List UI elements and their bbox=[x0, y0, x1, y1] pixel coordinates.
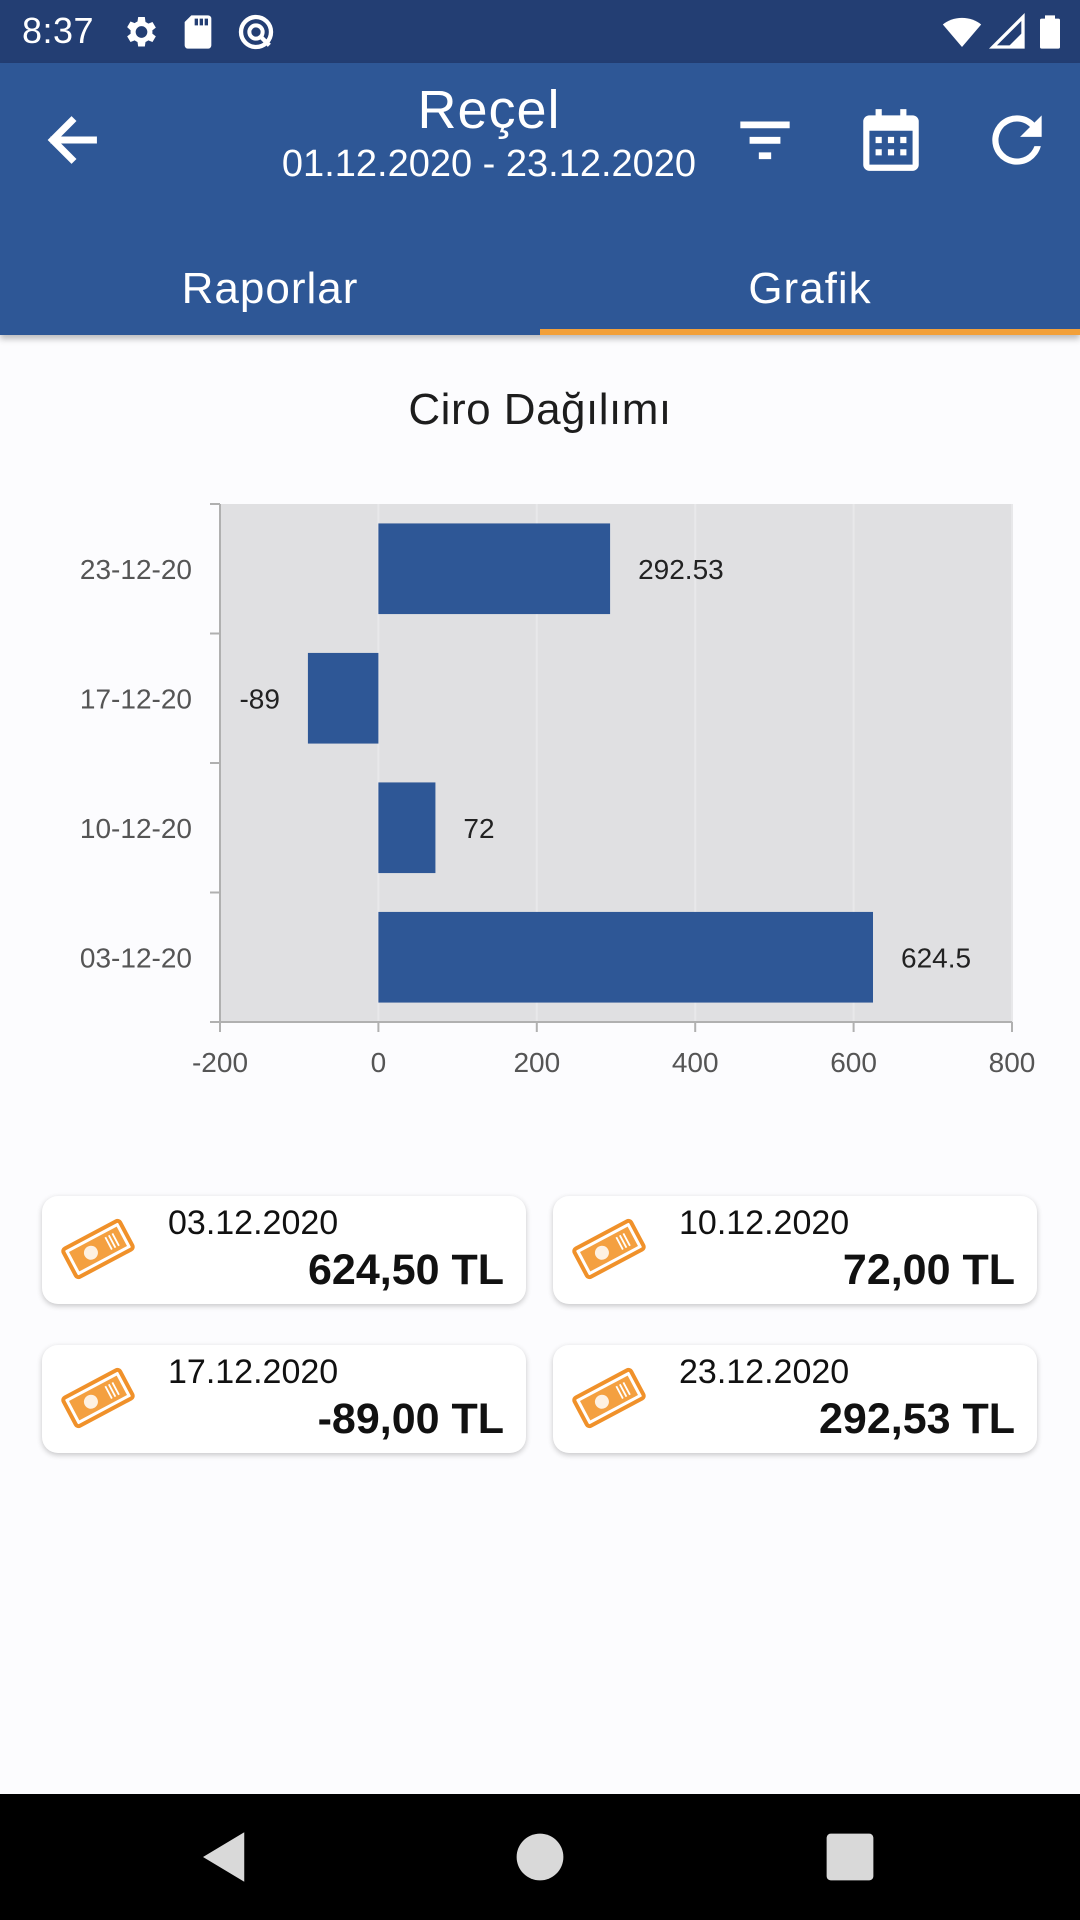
ciro-bar-chart: -200 0 200 400 600 800 03-12-20 624.5 10-12-20 72… bbox=[80, 503, 1036, 1078]
card-date: 03.12.2020 bbox=[168, 1204, 339, 1242]
y-category-label: 10-12-20 bbox=[80, 813, 192, 844]
bar bbox=[378, 523, 611, 615]
tab-raporlar[interactable]: Raporlar bbox=[181, 264, 359, 313]
vpn-icon bbox=[238, 14, 274, 50]
x-tick-label: 200 bbox=[513, 1047, 560, 1078]
revenue-card[interactable]: 17.12.2020 -89,00 TL bbox=[42, 1345, 526, 1453]
date-range: 01.12.2020 - 23.12.2020 bbox=[281, 143, 697, 185]
chart-title: Ciro Dağılımı bbox=[408, 385, 672, 434]
y-category-label: 23-12-20 bbox=[80, 554, 192, 585]
card-amount: -89,00 TL bbox=[317, 1395, 504, 1443]
revenue-card[interactable]: 10.12.2020 72,00 TL bbox=[553, 1196, 1037, 1304]
money-bill-icon bbox=[61, 1218, 135, 1280]
bar-value-label: 292.53 bbox=[638, 554, 724, 585]
x-tick-label: 800 bbox=[989, 1047, 1036, 1078]
tab-grafik[interactable]: Grafik bbox=[748, 264, 872, 313]
back-arrow-icon[interactable] bbox=[38, 105, 108, 175]
app-bar: Reçel 01.12.2020 - 23.12.2020 Raporlar G… bbox=[0, 63, 1080, 335]
money-bill-icon bbox=[572, 1218, 646, 1280]
system-nav-bar bbox=[0, 1794, 1080, 1920]
settings-icon bbox=[127, 17, 156, 47]
x-tick-label: -200 bbox=[192, 1047, 248, 1078]
status-time: 8:37 bbox=[22, 10, 95, 51]
calendar-icon[interactable] bbox=[854, 103, 928, 177]
card-date: 23.12.2020 bbox=[679, 1353, 850, 1391]
battery-icon bbox=[1040, 15, 1060, 49]
money-bill-icon bbox=[572, 1367, 646, 1429]
bar-value-label: 72 bbox=[463, 813, 494, 844]
card-amount: 72,00 TL bbox=[842, 1246, 1015, 1294]
revenue-card[interactable]: 23.12.2020 292,53 TL bbox=[553, 1345, 1037, 1453]
x-tick-label: 400 bbox=[672, 1047, 719, 1078]
revenue-card[interactable]: 03.12.2020 624,50 TL bbox=[42, 1196, 526, 1304]
x-tick-label: 600 bbox=[830, 1047, 877, 1078]
bar-value-label: -89 bbox=[239, 683, 279, 714]
card-amount: 624,50 TL bbox=[308, 1246, 504, 1294]
y-category-label: 17-12-20 bbox=[80, 683, 192, 714]
money-bill-icon bbox=[61, 1367, 135, 1429]
filter-icon[interactable] bbox=[728, 103, 802, 177]
active-tab-indicator bbox=[540, 329, 1080, 335]
status-bar: 8:37 bbox=[0, 0, 1080, 63]
y-category-label: 03-12-20 bbox=[80, 942, 192, 973]
card-date: 17.12.2020 bbox=[168, 1353, 339, 1391]
card-amount: 292,53 TL bbox=[819, 1395, 1015, 1443]
recents-square-icon[interactable] bbox=[817, 1824, 883, 1890]
signal-icon bbox=[988, 12, 1025, 49]
page-title: Reçel bbox=[417, 80, 561, 140]
bar bbox=[378, 782, 436, 874]
bar-value-label: 624.5 bbox=[901, 942, 971, 973]
back-triangle-icon[interactable] bbox=[192, 1824, 258, 1890]
home-circle-icon[interactable] bbox=[507, 1824, 573, 1890]
wifi-icon bbox=[942, 17, 982, 47]
refresh-icon[interactable] bbox=[980, 103, 1054, 177]
card-date: 10.12.2020 bbox=[679, 1204, 850, 1242]
bar bbox=[378, 911, 874, 1003]
sd-card-icon bbox=[184, 15, 212, 49]
x-tick-label: 0 bbox=[371, 1047, 387, 1078]
bar bbox=[307, 652, 379, 744]
